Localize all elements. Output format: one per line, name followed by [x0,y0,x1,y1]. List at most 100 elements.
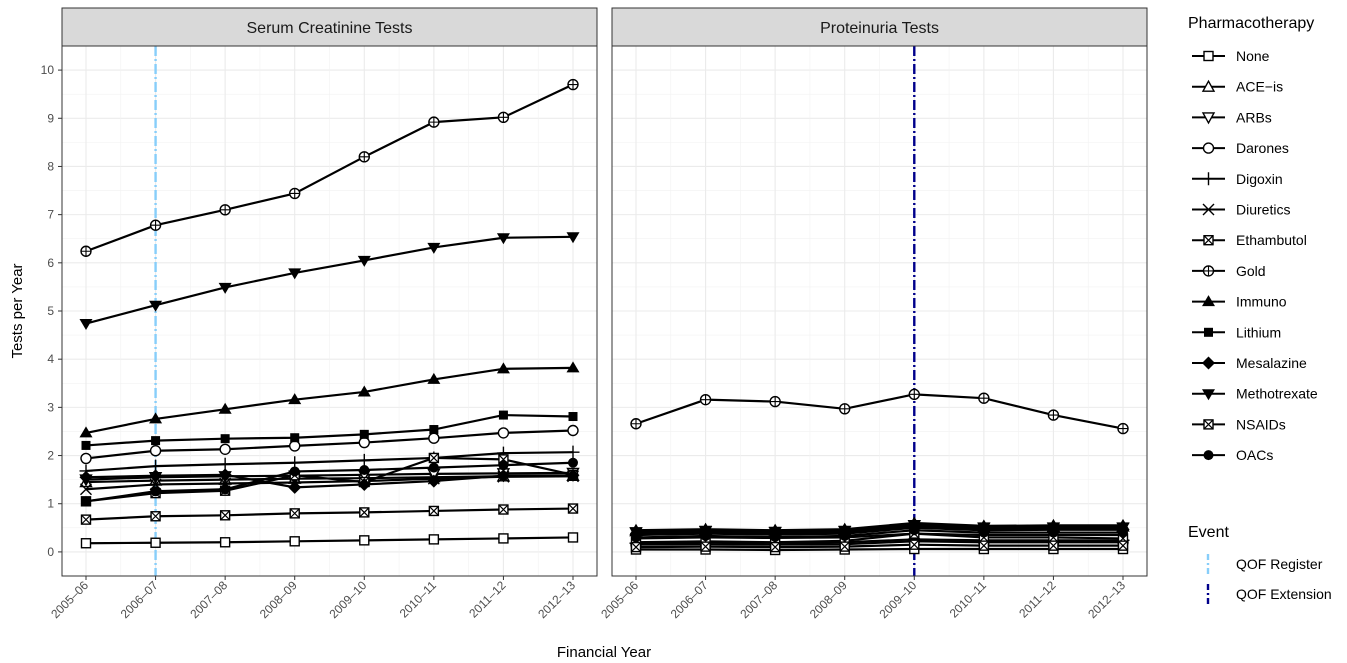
gold-point [770,397,780,407]
oacs-point [770,532,780,542]
y-tick-label: 9 [47,111,54,125]
x-tick-label: 2008–09 [257,578,300,621]
legend-item-darones: Darones [1192,140,1289,156]
lithium-point [82,441,91,450]
grid [62,46,597,576]
legend-label: OACs [1236,447,1273,463]
panel-title-proteinuria: Proteinuria Tests [820,20,939,37]
oacs-point [429,463,439,473]
x-axis-proteinuria: 2005–06 2006–07 2007–08 2008–09 2009–10 2010–… [598,576,1128,621]
y-tick-label: 0 [47,545,54,559]
legend-item-nsaids: NSAIDs [1192,416,1286,432]
gold-point [290,188,300,198]
darones-point [568,425,578,435]
nsaids-point [1049,541,1058,550]
x-tick-label: 2009–10 [326,578,369,621]
gold-point [498,112,508,122]
y-axis: 0 1 2 3 4 5 6 7 8 9 10 [41,63,62,559]
legend-item-none: None [1192,48,1270,64]
oacs-point [290,466,300,476]
x-tick-label: 2010–11 [397,578,440,621]
y-tick-label: 7 [47,208,54,222]
nsaids-point [360,508,369,517]
nsaids-point [429,506,438,515]
x-tick-label: 2009–10 [876,578,919,621]
x-tick-label: 2005–06 [48,578,91,621]
nsaids-point [979,541,988,550]
oacs-point [631,532,641,542]
lithium-point [499,411,508,420]
gold-point [1048,410,1058,420]
lithium-point [221,434,230,443]
none-point [151,538,160,547]
darones-point [290,441,300,451]
oacs-point [220,484,230,494]
legend-item-oacs: OACs [1192,447,1273,463]
legend-item-gold: Gold [1192,263,1266,279]
oacs-point [979,528,989,538]
legend-key-digoxin-point [1202,172,1215,185]
oacs-point [81,496,91,506]
x-tick-label: 2011–12 [466,578,509,621]
event-legend-label: QOF Extension [1236,586,1332,602]
legend-event: Event QOF RegisterQOF Extension [1188,524,1332,604]
legend-label: Immuno [1236,294,1287,310]
darones-point [359,438,369,448]
oacs-point [909,525,919,535]
nsaids-point [1119,541,1128,550]
oacs-point [701,531,711,541]
nsaids-point [840,542,849,551]
legend-item-ethambutol: Ethambutol [1192,232,1307,248]
gold-point [909,389,919,399]
nsaids-point [151,512,160,521]
legend-key-ethambutol-point [1204,236,1213,245]
panel-proteinuria: Proteinuria Tests [612,8,1147,576]
legend-label: ACE−is [1236,79,1283,95]
legend-item-diuretics: Diuretics [1192,202,1290,218]
x-axis-label: Financial Year [557,644,651,661]
x-tick-label: 2005–06 [598,578,641,621]
nsaids-point [910,540,919,549]
y-tick-label: 10 [41,63,55,77]
event-legend-item: QOF Extension [1208,584,1332,604]
x-tick-label: 2010–11 [947,578,990,621]
oacs-point [1048,528,1058,538]
y-axis-label: Tests per Year [9,263,26,358]
gold-point [979,393,989,403]
darones-point [498,428,508,438]
none-point [360,536,369,545]
legend-key-lithium-point [1204,328,1213,337]
legend-label: Methotrexate [1236,386,1318,402]
panel-title-serum-creatinine: Serum Creatinine Tests [247,20,413,37]
legend-label: Digoxin [1236,171,1283,187]
legend-item-ace-is: ACE−is [1192,79,1283,95]
darones-point [81,453,91,463]
x-tick-label: 2007–08 [737,578,780,621]
y-tick-label: 3 [47,400,54,414]
grid [612,46,1147,576]
legend-key-mesalazine-point [1202,357,1215,370]
legend-label: Mesalazine [1236,355,1307,371]
x-tick-label: 2006–07 [668,578,711,621]
gold-point [220,205,230,215]
legend-pharmacotherapy: Pharmacotherapy NoneACE−isARBsDaronesDig… [1188,15,1318,463]
legend-label: None [1236,48,1270,64]
lithium-point [569,412,578,421]
nsaids-point [290,509,299,518]
gold-point [631,419,641,429]
nsaids-point [632,543,641,552]
gold-point [840,404,850,414]
panel-serum-creatinine: Serum Creatinine Tests [62,8,597,576]
legend-label: Diuretics [1236,202,1290,218]
lithium-point [290,433,299,442]
ethambutol-point [429,453,438,462]
y-tick-label: 5 [47,304,54,318]
gold-point [701,395,711,405]
none-point [290,537,299,546]
y-tick-label: 2 [47,449,54,463]
oacs-point [1118,528,1128,538]
nsaids-point [221,511,230,520]
lithium-point [429,425,438,434]
legend-item-mesalazine: Mesalazine [1192,355,1307,371]
